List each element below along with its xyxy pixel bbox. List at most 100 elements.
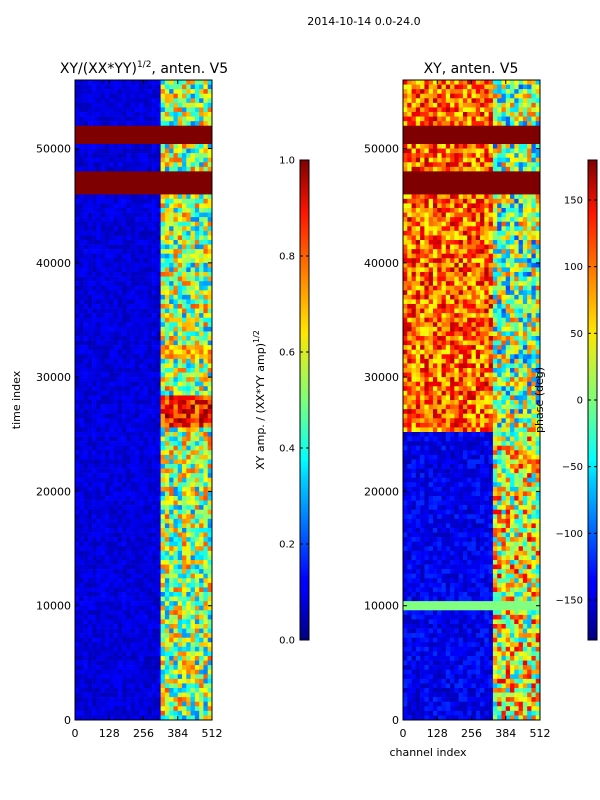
- left-heatmap-cell: [122, 294, 127, 300]
- left-heatmap-cell: [156, 473, 161, 479]
- left-heatmap-cell: [199, 308, 204, 314]
- left-heatmap-cell: [182, 633, 187, 639]
- left-heatmap-cell: [126, 144, 131, 149]
- left-heatmap-cell: [75, 345, 80, 351]
- left-heatmap-cell: [164, 486, 170, 492]
- left-heatmap-cell: [96, 592, 101, 597]
- left-heatmap-cell: [147, 208, 153, 213]
- left-heatmap-cell: [156, 564, 161, 570]
- left-heatmap-cell: [169, 363, 174, 369]
- left-heatmap-cell: [96, 340, 101, 346]
- left-heatmap-cell: [96, 386, 101, 392]
- left-heatmap-cell: [79, 331, 84, 337]
- left-heatmap-cell: [96, 313, 101, 319]
- left-heatmap-cell: [147, 84, 153, 90]
- left-heatmap-cell: [173, 477, 179, 483]
- left-heatmap-cell: [130, 482, 136, 488]
- left-heatmap-cell: [190, 496, 196, 501]
- right-heatmap-cell: [497, 98, 502, 104]
- left-heatmap-cell: [203, 400, 209, 405]
- left-heatmap-cell: [126, 569, 131, 575]
- left-heatmap-cell: [87, 528, 93, 533]
- right-heatmap-cells: [403, 80, 540, 720]
- left-heatmap-cell: [96, 619, 101, 625]
- left-heatmap-cell: [104, 253, 110, 259]
- left-heatmap-cell: [109, 701, 114, 707]
- left-heatmap-cell: [87, 683, 93, 689]
- left-heatmap-cell: [199, 258, 204, 264]
- right-heatmap-cell: [454, 80, 459, 85]
- left-heatmap-cell: [160, 377, 166, 383]
- left-heatmap-cell: [177, 226, 183, 232]
- left-heatmap-cell: [96, 317, 101, 323]
- left-heatmap-cell: [207, 432, 212, 437]
- left-heatmap-cell: [83, 546, 89, 552]
- left-heatmap-cell: [199, 601, 204, 607]
- left-heatmap-cell: [126, 194, 131, 200]
- left-heatmap-cell: [147, 550, 153, 556]
- right-heatmap-cell: [527, 93, 532, 99]
- left-heatmap-cell: [152, 317, 157, 323]
- left-heatmap-cell: [122, 226, 127, 232]
- left-heatmap-cell: [96, 706, 101, 712]
- left-heatmap-cell: [117, 624, 123, 629]
- left-heatmap-cell: [83, 605, 89, 611]
- left-heatmap-cell: [117, 582, 123, 588]
- left-heatmap-cell: [182, 84, 187, 90]
- left-ylabel: time index: [10, 370, 23, 429]
- left-heatmap-cell: [126, 445, 131, 451]
- left-heatmap-cell: [143, 665, 149, 671]
- left-heatmap-cell: [126, 166, 131, 172]
- left-heatmap-cell: [147, 587, 153, 593]
- left-heatmap-cell: [79, 445, 84, 451]
- left-heatmap-cell: [126, 102, 131, 108]
- left-heatmap-cell: [194, 477, 200, 483]
- left-heatmap-cell: [152, 482, 157, 488]
- left-heatmap-cell: [139, 573, 144, 579]
- left-heatmap-cell: [79, 427, 84, 433]
- left-heatmap-cell: [92, 450, 97, 456]
- left-heatmap-cell: [199, 587, 204, 593]
- left-heatmap-cell: [104, 445, 110, 451]
- left-heatmap-cell: [203, 381, 209, 387]
- left-heatmap-cell: [104, 262, 110, 268]
- left-heatmap-cell: [169, 660, 174, 666]
- left-heatmap-cell: [147, 381, 153, 387]
- left-heatmap-cell: [207, 445, 212, 451]
- left-heatmap-cell: [186, 454, 191, 460]
- left-heatmap-cell: [83, 532, 89, 538]
- left-heatmap-cell: [134, 409, 140, 415]
- right-heatmap-cell: [531, 116, 537, 122]
- left-heatmap-cell: [164, 422, 170, 428]
- left-heatmap-cell: [186, 98, 191, 104]
- right-heatmap-cell: [441, 80, 447, 85]
- left-heatmap-cell: [207, 482, 212, 488]
- left-heatmap-cell: [134, 244, 140, 250]
- left-heatmap-cell: [207, 473, 212, 479]
- left-heatmap-cell: [79, 500, 84, 506]
- left-heatmap-cell: [139, 404, 144, 410]
- left-heatmap-cell: [92, 157, 97, 163]
- left-heatmap-cell: [134, 518, 140, 524]
- left-heatmap-cell: [75, 464, 80, 469]
- left-heatmap-cell: [79, 121, 84, 127]
- left-heatmap-cell: [160, 537, 166, 543]
- left-heatmap-cell: [104, 587, 110, 593]
- left-heatmap-cell: [173, 253, 179, 259]
- right-heatmap-cell: [535, 89, 540, 95]
- left-heatmap-cell: [83, 614, 89, 620]
- left-heatmap-cell: [122, 656, 127, 661]
- left-heatmap-cell: [113, 523, 119, 529]
- left-heatmap-cell: [83, 413, 89, 419]
- left-heatmap-cell: [207, 642, 212, 648]
- left-heatmap-cell: [207, 582, 212, 588]
- left-heatmap-cell: [173, 592, 179, 597]
- left-heatmap-cell: [203, 413, 209, 419]
- left-heatmap-cell: [203, 349, 209, 355]
- left-heatmap-cell: [194, 89, 200, 95]
- left-heatmap-cell: [203, 272, 209, 277]
- left-heatmap-cell: [203, 464, 209, 469]
- left-heatmap-cell: [83, 683, 89, 689]
- left-heatmap-cell: [139, 592, 144, 597]
- left-heatmap-cell: [186, 619, 191, 625]
